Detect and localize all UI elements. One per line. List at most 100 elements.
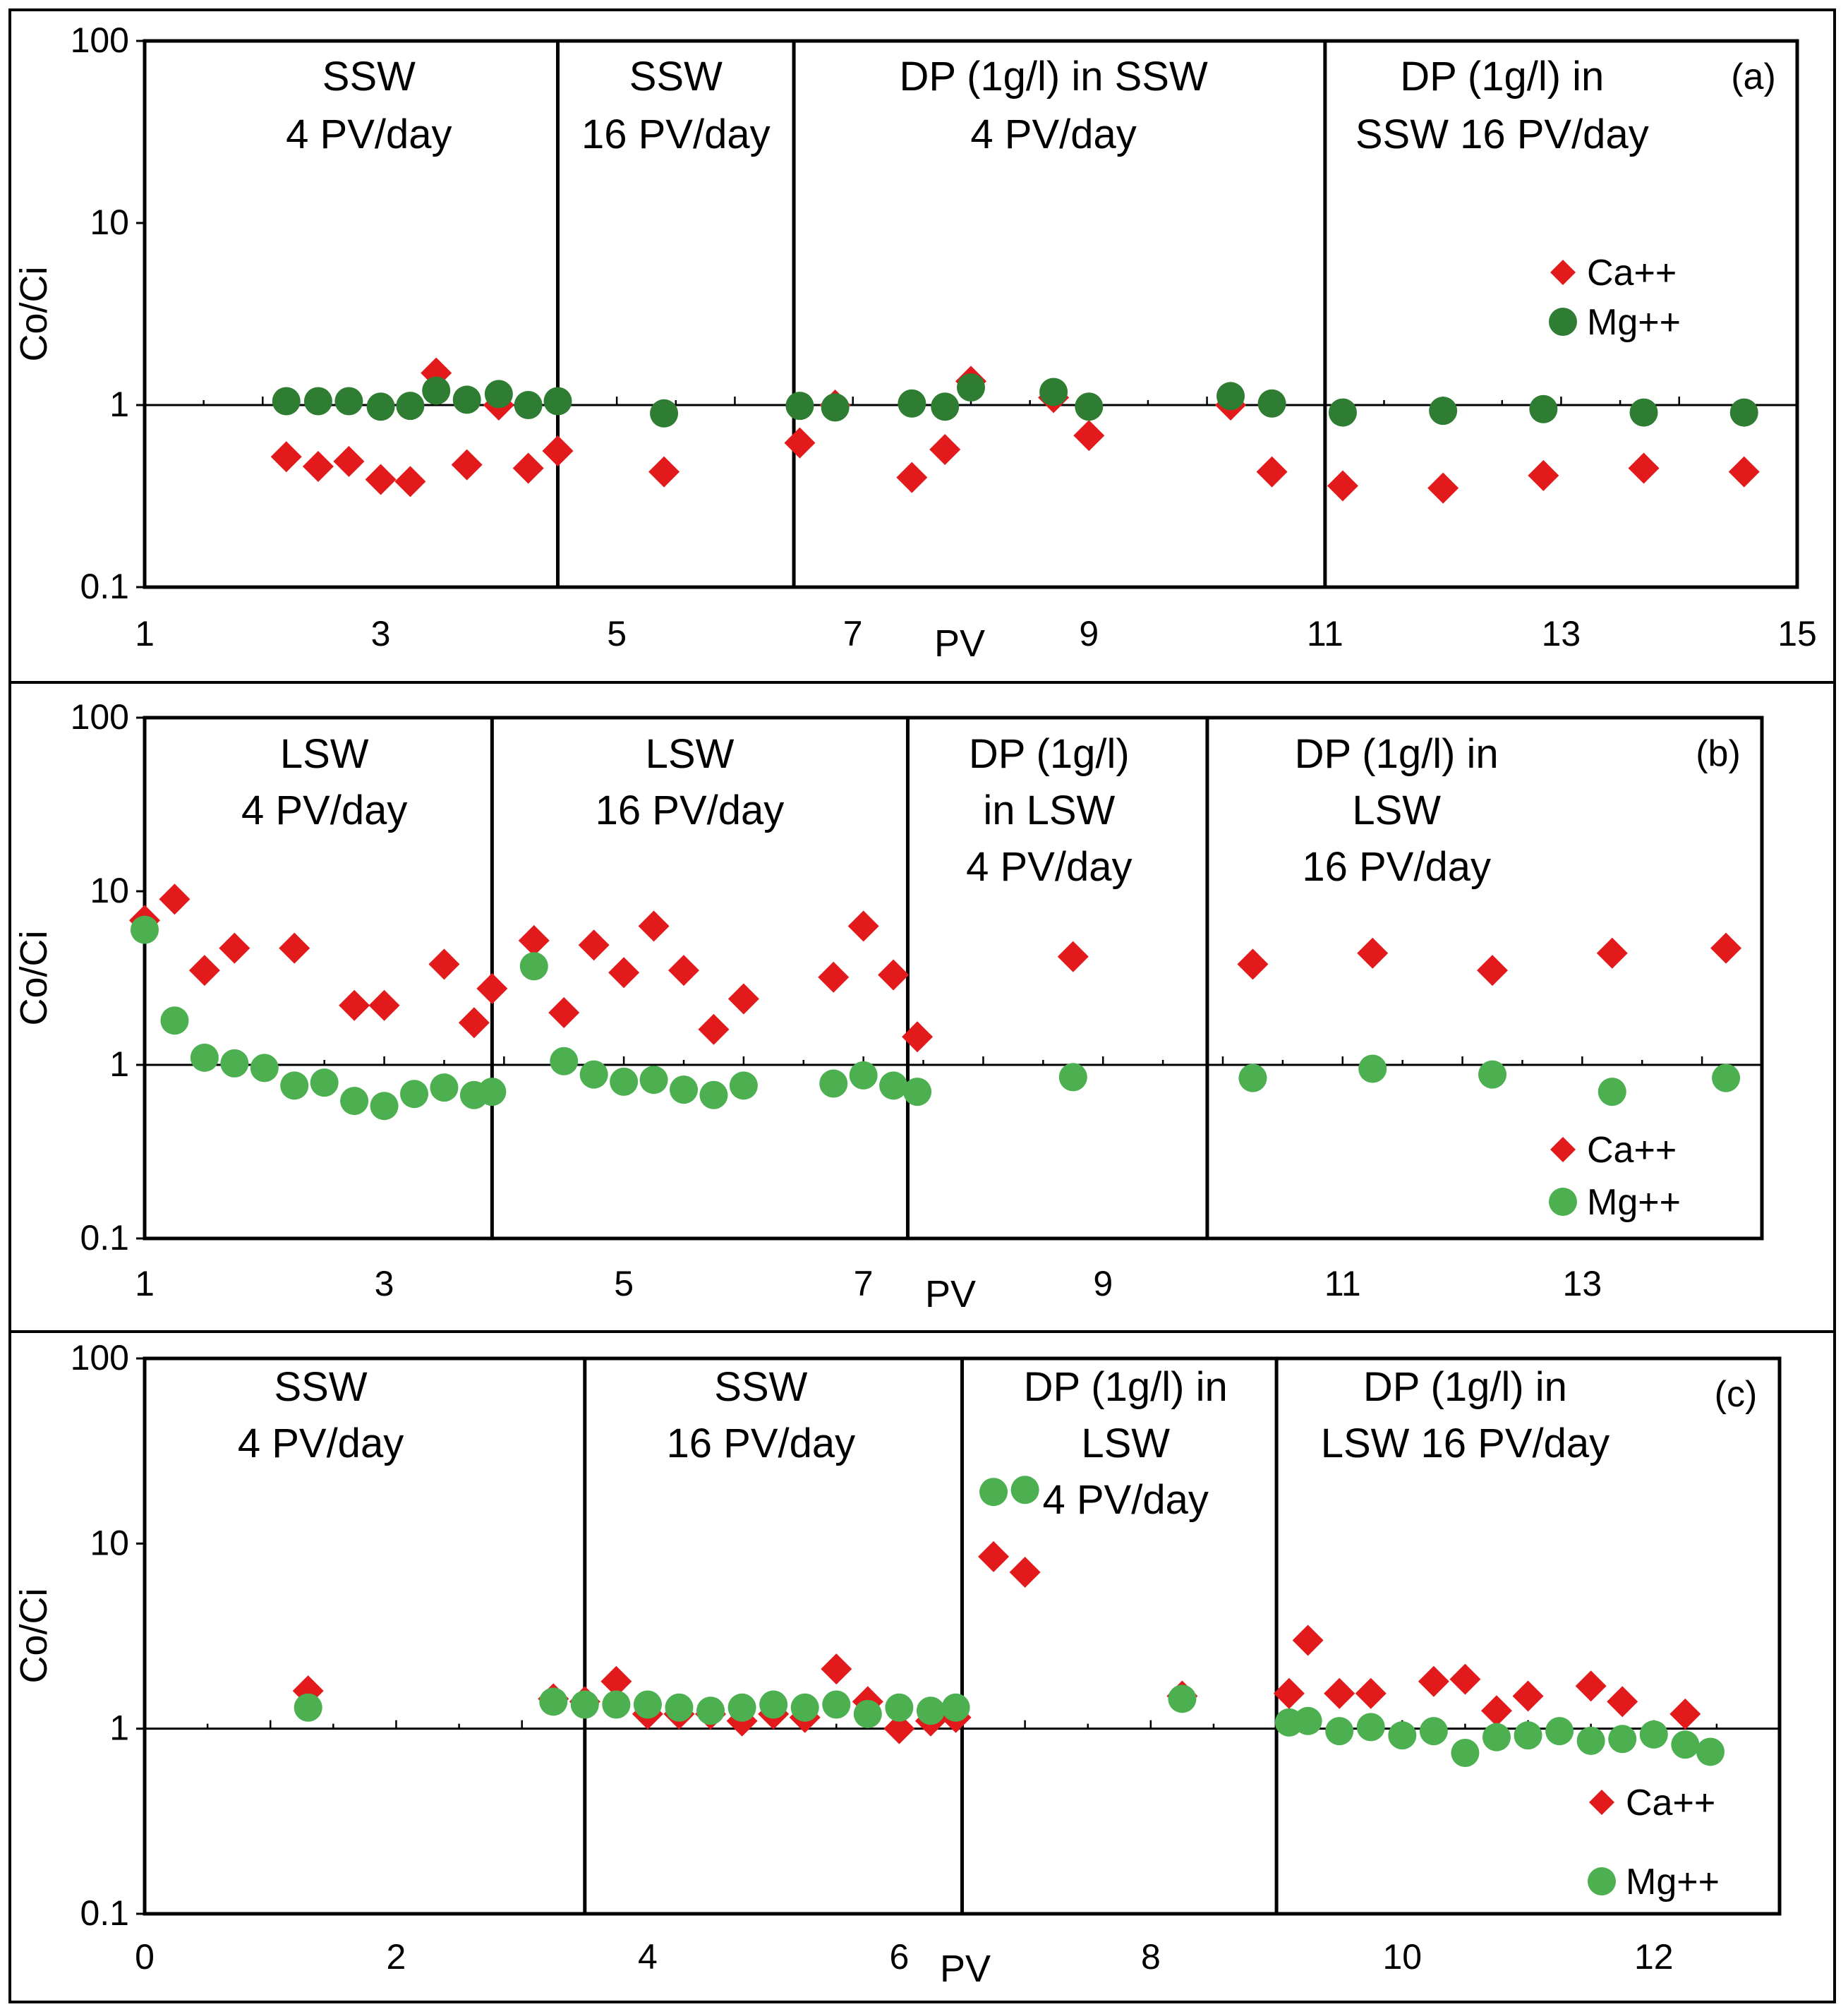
ca-point <box>219 932 250 964</box>
x-tick-label: 1 <box>135 1264 155 1303</box>
region-label: SSW <box>629 54 723 100</box>
y-axis-title: Co/Ci <box>13 266 55 361</box>
mg-point <box>310 1068 339 1097</box>
mg-point <box>1712 1063 1741 1092</box>
legend-mg-label: Mg++ <box>1587 1182 1681 1223</box>
y-tick-label: 0.1 <box>80 1218 129 1258</box>
region-label: 4 PV/day <box>966 844 1132 890</box>
region-label: in LSW <box>983 788 1115 833</box>
legend: Ca++ Mg++ <box>1549 1130 1681 1223</box>
ca-point <box>1669 1698 1701 1730</box>
mg-point <box>699 1080 728 1109</box>
y-tick-label: 1 <box>109 1044 129 1084</box>
panel-frame <box>8 1330 1836 2003</box>
x-tick-label: 5 <box>614 1264 634 1303</box>
ca-point <box>929 433 961 465</box>
mg-point <box>957 373 985 402</box>
mg-point <box>931 392 960 421</box>
legend-ca-label: Ca++ <box>1587 253 1677 294</box>
x-tick-label: 12 <box>1634 1937 1674 1977</box>
ca-point <box>878 959 910 991</box>
mg-point <box>916 1696 945 1725</box>
x-tick-label: 11 <box>1324 1264 1361 1303</box>
mg-point <box>1168 1684 1197 1713</box>
ca-point <box>188 955 220 987</box>
x-tick-label: 3 <box>375 1264 394 1303</box>
ca-point <box>600 1665 632 1697</box>
mg-point <box>272 387 301 416</box>
ca-point <box>1237 948 1269 980</box>
mg-point <box>785 392 814 421</box>
panel-label: (b) <box>1696 733 1741 774</box>
x-tick-label: 8 <box>1141 1937 1161 1977</box>
ca-point <box>1355 1677 1387 1709</box>
mg-point <box>903 1078 932 1107</box>
mg-point <box>519 952 548 981</box>
ca-point <box>818 961 850 993</box>
mg-point <box>822 1690 851 1719</box>
legend-ca-label: Ca++ <box>1587 1130 1677 1171</box>
mg-point <box>334 387 363 416</box>
region-label: SSW 16 PV/day <box>1355 111 1649 157</box>
mg-point <box>610 1067 639 1096</box>
region-label: 16 PV/day <box>581 111 771 157</box>
mg-point <box>1478 1060 1506 1089</box>
region-label: DP (1g/l) in <box>1363 1364 1567 1410</box>
region-label: LSW <box>1352 788 1441 833</box>
ca-point <box>648 456 680 488</box>
ca-point <box>1596 937 1628 969</box>
region-label: DP (1g/l) in <box>1295 731 1499 777</box>
x-tick-label: 5 <box>607 614 627 653</box>
legend-ca-marker <box>1550 1137 1576 1162</box>
mg-point <box>1358 1054 1387 1083</box>
y-tick-label: 10 <box>90 1523 129 1562</box>
ca-point <box>365 464 397 495</box>
ca-point <box>512 452 544 484</box>
legend-ca-marker <box>1589 1790 1614 1815</box>
region-label: 4 PV/day <box>286 111 452 157</box>
ca-point <box>548 996 580 1028</box>
ca-point <box>1477 955 1508 987</box>
region-label: SSW <box>274 1364 367 1410</box>
mg-point <box>1429 397 1458 426</box>
legend-mg-marker <box>1549 308 1577 336</box>
mg-point <box>340 1087 369 1116</box>
mg-point <box>821 393 850 422</box>
ca-point <box>638 910 670 942</box>
mg-point <box>400 1080 428 1109</box>
mg-point <box>570 1690 599 1719</box>
ca-point <box>727 983 759 1015</box>
region-label: SSW <box>322 54 416 100</box>
x-axis-title: PV <box>940 1948 991 1990</box>
legend: Ca++ Mg++ <box>1549 253 1681 343</box>
ca-point <box>1710 932 1742 964</box>
ca-point <box>578 929 610 961</box>
y-tick-label: 10 <box>90 871 129 910</box>
ca-point <box>302 451 334 483</box>
ca-point <box>668 955 699 987</box>
mg-point <box>303 387 332 416</box>
mg-point <box>885 1693 914 1722</box>
mg-point <box>422 376 451 405</box>
mg-point <box>539 1687 568 1716</box>
mg-point <box>979 1478 1008 1507</box>
x-tick-label: 6 <box>889 1937 909 1977</box>
ca-point <box>608 957 640 989</box>
legend-ca-marker <box>1550 260 1576 285</box>
ca-point <box>368 989 400 1021</box>
x-tick-label: 13 <box>1563 1264 1602 1303</box>
mg-point <box>550 1047 579 1075</box>
region-label: SSW <box>714 1364 807 1410</box>
mg-point <box>543 387 572 416</box>
ca-point <box>883 1713 915 1744</box>
mg-point <box>1257 389 1286 418</box>
region-label: DP (1g/l) in SSW <box>899 54 1208 100</box>
y-tick-label: 10 <box>90 203 129 242</box>
mg-point <box>759 1690 788 1719</box>
mg-point <box>131 915 159 944</box>
mg-point <box>280 1071 309 1100</box>
ca-point <box>451 449 483 481</box>
region-label: 4 PV/day <box>1043 1477 1209 1523</box>
ca-point <box>270 441 302 473</box>
